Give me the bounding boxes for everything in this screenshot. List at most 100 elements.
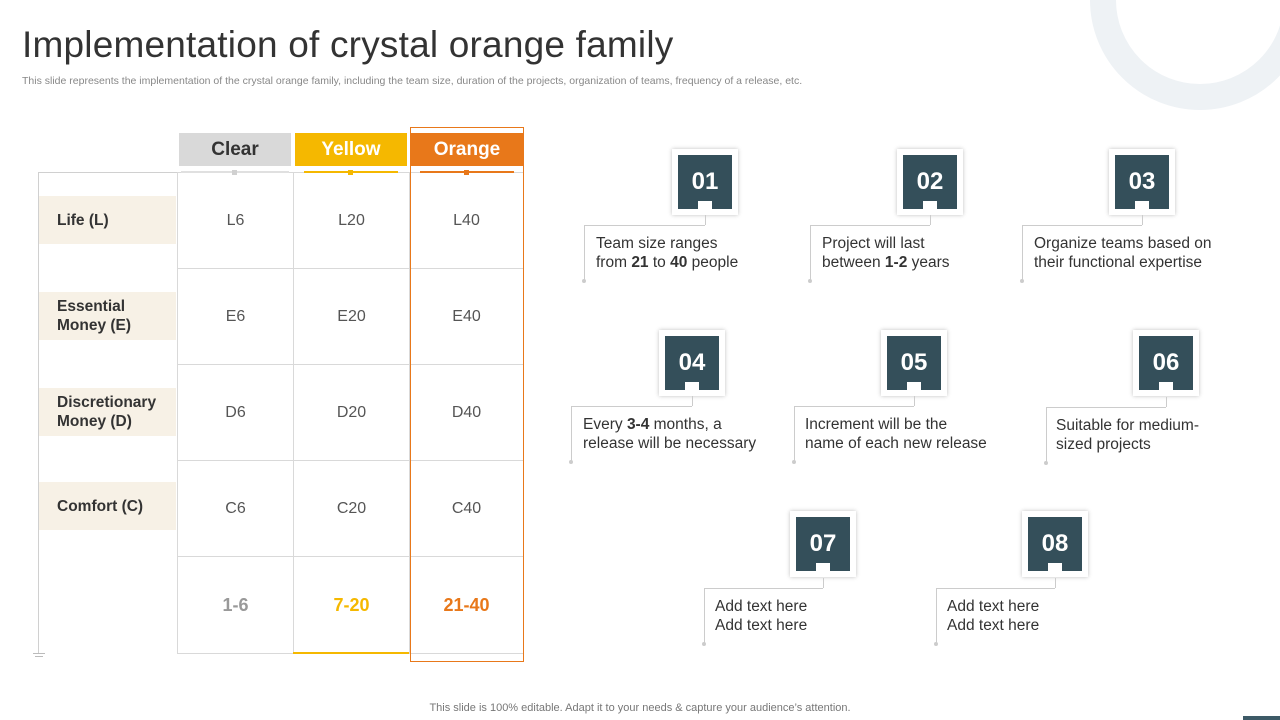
card-text-span: their functional expertise	[1034, 254, 1203, 271]
table-cell: D40	[410, 365, 523, 461]
row-axis-top-line	[38, 172, 178, 173]
row-label-discretionary-money: Discretionary Money (D)	[39, 388, 176, 436]
card-line-1: Add text here	[715, 597, 915, 616]
card-number: 04	[665, 336, 719, 390]
card-connector-stem	[1142, 215, 1143, 225]
card-number: 03	[1115, 155, 1169, 209]
table-cell: D6	[178, 365, 294, 461]
team-size-yellow: 7-20	[294, 557, 410, 653]
card-connector-stem	[1166, 397, 1167, 407]
card-connector-stem	[705, 215, 706, 225]
card-description: Suitable for medium-sized projects	[1056, 416, 1256, 454]
card-line-1: Project will last	[822, 234, 1022, 253]
card-connector-line	[704, 588, 823, 644]
table-cell: E40	[410, 269, 523, 365]
card-text-span: people	[687, 254, 739, 271]
badge-notch	[816, 563, 830, 571]
card-number-badge: 05	[881, 330, 947, 396]
card-description: Add text here Add text here	[715, 597, 915, 635]
card-line-2: release will be necessary	[583, 434, 783, 453]
row-axis-line	[38, 172, 39, 654]
card-line-2: sized projects	[1056, 435, 1256, 454]
table-cell: E6	[178, 269, 294, 365]
card-line-2: Add text here	[715, 616, 915, 635]
card-connector-stem	[930, 215, 931, 225]
card-connector-dot	[808, 279, 812, 283]
card-text-span: Increment will be the	[805, 416, 948, 433]
card-text-bold: 40	[670, 254, 688, 271]
column-marker-orange	[464, 170, 469, 175]
axis-ground-mark	[35, 656, 43, 657]
card-number: 07	[796, 517, 850, 571]
card-number: 01	[678, 155, 732, 209]
team-size-clear: 1-6	[178, 557, 294, 653]
card-text-bold: 3-4	[626, 416, 650, 433]
card-number: 08	[1028, 517, 1082, 571]
table-cell: C20	[294, 461, 410, 557]
card-line-1: Add text here	[947, 597, 1147, 616]
badge-notch	[698, 201, 712, 209]
card-number: 02	[903, 155, 957, 209]
orange-column-highlight	[410, 127, 524, 662]
footer-note: This slide is 100% editable. Adapt it to…	[429, 702, 851, 714]
card-number-badge: 08	[1022, 511, 1088, 577]
card-connector-dot	[792, 460, 796, 464]
card-text-bold: 1-2	[884, 254, 908, 271]
page-title: Implementation of crystal orange family	[22, 24, 674, 65]
yellow-column-underline	[293, 652, 409, 654]
card-number-badge: 01	[672, 149, 738, 215]
card-description: Increment will be the name of each new re…	[805, 415, 1005, 453]
table-cell: L20	[294, 173, 410, 269]
card-text-span: Project will last	[822, 235, 925, 252]
card-text-span: between	[822, 254, 885, 271]
card-number-badge: 04	[659, 330, 725, 396]
card-text-span: Add text here	[947, 617, 1040, 634]
card-connector-dot	[1020, 279, 1024, 283]
column-marker-clear	[232, 170, 237, 175]
table-cell: C6	[178, 461, 294, 557]
badge-notch	[907, 382, 921, 390]
card-text-span: Add text here	[715, 617, 808, 634]
card-connector-line	[584, 225, 705, 281]
card-text-bold: 21	[631, 254, 649, 271]
card-text-span: Add text here	[715, 598, 808, 615]
decorative-ring	[1090, 0, 1280, 110]
card-line-2: from 21 to 40 people	[596, 253, 796, 272]
card-connector-line	[794, 406, 914, 462]
card-connector-stem	[692, 396, 693, 406]
column-marker-yellow	[348, 170, 353, 175]
team-size-orange: 21-40	[443, 594, 490, 615]
badge-notch	[923, 201, 937, 209]
card-number-badge: 06	[1133, 330, 1199, 396]
card-connector-dot	[1044, 461, 1048, 465]
table-cell: E20	[294, 269, 410, 365]
card-text-span: name of each new release	[805, 435, 987, 452]
card-connector-line	[1022, 225, 1142, 281]
table-cell: C40	[410, 461, 523, 557]
card-line-1: Increment will be the	[805, 415, 1005, 434]
card-connector-dot	[702, 642, 706, 646]
table-cell: D20	[294, 365, 410, 461]
card-connector-line	[571, 406, 692, 462]
card-text-span: sized projects	[1056, 436, 1151, 453]
card-text-span: Organize teams based on	[1034, 235, 1212, 252]
card-description: Team size ranges from 21 to 40 people	[596, 234, 796, 272]
card-text-span: years	[907, 254, 950, 271]
card-number-badge: 02	[897, 149, 963, 215]
card-line-1: Team size ranges	[596, 234, 796, 253]
card-line-1: Suitable for medium-	[1056, 416, 1256, 435]
badge-notch	[685, 382, 699, 390]
card-text-span: Add text here	[947, 598, 1040, 615]
card-text-span: Every	[583, 416, 627, 433]
card-line-1: Organize teams based on	[1034, 234, 1234, 253]
card-number-badge: 03	[1109, 149, 1175, 215]
card-line-2: name of each new release	[805, 434, 1005, 453]
row-label-comfort: Comfort (C)	[39, 482, 176, 530]
page-subtitle: This slide represents the implementation…	[22, 75, 803, 87]
card-connector-dot	[934, 642, 938, 646]
table-cell: L40	[410, 173, 523, 269]
card-connector-line	[936, 588, 1055, 644]
row-label-life: Life (L)	[39, 196, 176, 244]
badge-notch	[1135, 201, 1149, 209]
card-line-2: Add text here	[947, 616, 1147, 635]
